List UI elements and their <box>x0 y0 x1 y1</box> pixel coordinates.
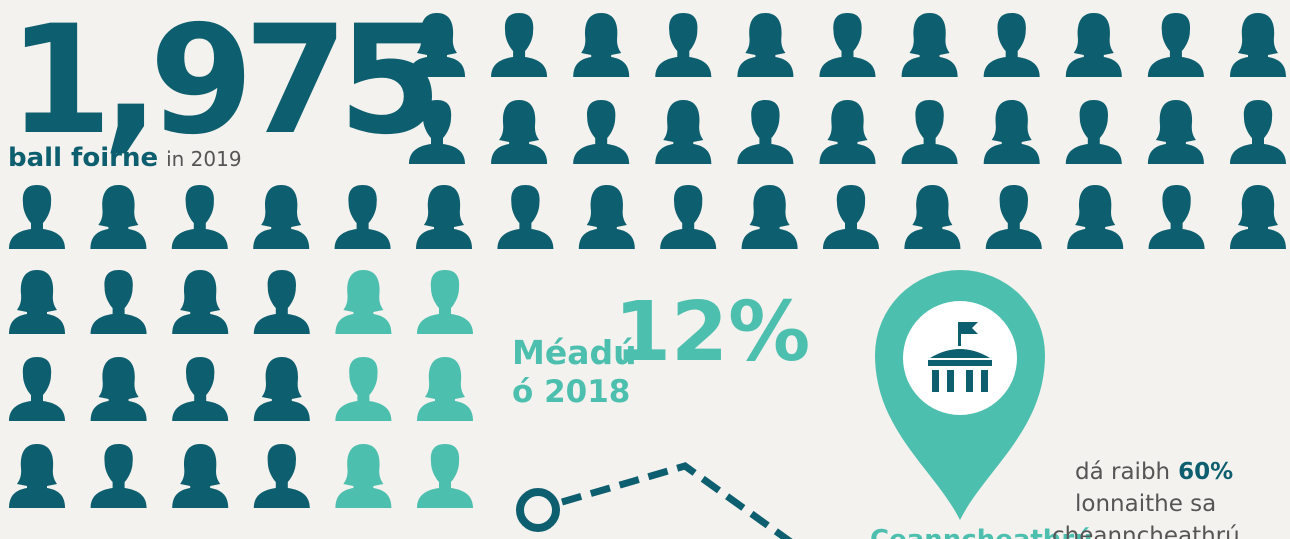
headline-label-text: ball foirne <box>8 143 158 173</box>
person-icon <box>172 357 229 421</box>
route-line <box>561 462 793 539</box>
person-icon <box>9 444 65 508</box>
person-icon <box>409 100 465 164</box>
person-icon <box>172 270 229 334</box>
person-icon <box>90 444 147 508</box>
person-icon <box>660 185 717 249</box>
person-icon <box>901 100 958 164</box>
person-icon <box>253 185 310 249</box>
person-icon <box>741 185 798 249</box>
person-icon <box>578 185 635 249</box>
increase-label: Méadú <box>512 333 637 372</box>
person-icon <box>1147 13 1204 77</box>
person-icon <box>90 185 147 249</box>
person-icon <box>497 185 554 249</box>
person-icon <box>1230 13 1286 77</box>
person-icon <box>491 100 548 164</box>
person-icon <box>335 444 392 508</box>
hq-line1-text: dá raibh <box>1075 459 1170 485</box>
person-icon <box>417 357 473 421</box>
headline-suffix: in 2019 <box>166 147 242 171</box>
person-icon <box>1148 185 1205 249</box>
increase-value: 12% <box>614 285 810 380</box>
person-icon <box>253 270 310 334</box>
person-icon <box>1065 100 1122 164</box>
hq-line3: cheanncheathrú <box>1052 523 1240 539</box>
increase-since: ó 2018 <box>512 374 630 410</box>
route-start <box>516 488 560 532</box>
person-icon <box>90 357 147 421</box>
person-icon <box>1147 100 1204 164</box>
person-icon <box>409 13 465 77</box>
dashed-route <box>516 462 793 539</box>
person-icon <box>171 185 228 249</box>
hq-label: Ceanncheathrú <box>870 525 1093 539</box>
person-icon <box>737 13 794 77</box>
person-icon <box>335 270 392 334</box>
people-icons <box>9 13 1286 508</box>
person-icon <box>1230 100 1286 164</box>
person-icon <box>983 13 1040 77</box>
hq-line2: lonnaithe sa <box>1075 491 1216 517</box>
person-icon <box>9 185 65 249</box>
person-icon <box>1065 13 1122 77</box>
hq-line1: dá raibh 60% <box>1075 459 1233 485</box>
person-icon <box>9 357 65 421</box>
person-icon <box>253 357 310 421</box>
person-icon <box>983 100 1040 164</box>
person-icon <box>416 185 472 249</box>
person-icon <box>1230 185 1286 249</box>
headline-label: ball foirne in 2019 <box>8 143 242 173</box>
person-icon <box>655 13 712 77</box>
person-icon <box>491 13 548 77</box>
person-icon <box>172 444 229 508</box>
building-icon <box>928 322 992 392</box>
person-icon <box>823 185 879 249</box>
person-icon <box>334 185 391 249</box>
person-icon <box>335 357 392 421</box>
headline-number: 1,975 <box>8 0 432 168</box>
person-icon <box>1067 185 1124 249</box>
hq-percent: 60% <box>1178 459 1233 485</box>
location-pin <box>875 270 1045 520</box>
person-icon <box>573 100 630 164</box>
person-icon <box>819 100 876 164</box>
person-icon <box>417 270 473 334</box>
person-icon <box>417 444 473 508</box>
person-icon <box>253 444 310 508</box>
person-icon <box>904 185 961 249</box>
person-icon <box>573 13 630 77</box>
person-icon <box>737 100 794 164</box>
person-icon <box>90 270 147 334</box>
person-icon <box>985 185 1042 249</box>
person-icon <box>9 270 65 334</box>
person-icon <box>819 13 876 77</box>
person-icon <box>655 100 712 164</box>
person-icon <box>901 13 958 77</box>
